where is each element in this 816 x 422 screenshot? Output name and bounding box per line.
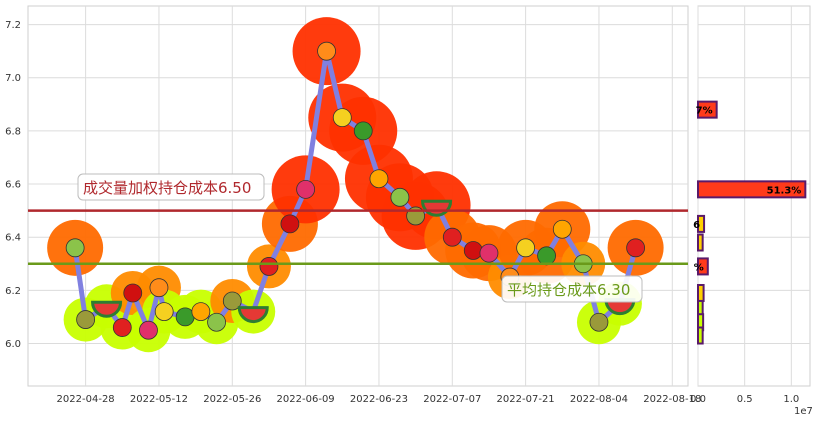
x-tick-label: 2022-06-23	[350, 394, 408, 405]
histogram-tick-label: 0.0	[690, 394, 706, 405]
y-tick-label: 7.2	[5, 20, 21, 31]
banana-icon	[516, 238, 536, 258]
volume-bar	[697, 326, 704, 345]
x-tick-label: 2022-06-09	[277, 394, 335, 405]
volume-bar	[697, 214, 706, 233]
x-tick-label: 2022-08-18	[643, 394, 701, 405]
y-tick-label: 7.0	[5, 73, 21, 84]
volume-bar	[697, 233, 704, 252]
kiwi-icon	[207, 312, 226, 332]
volume-bar	[697, 283, 705, 302]
weighted-cost-annotation: 成交量加权持仓成本6.50	[77, 173, 265, 201]
volume-bar-label: 6	[693, 220, 700, 231]
volume-bars: 7% 51.3% 6%	[693, 100, 807, 345]
carrot-icon	[317, 41, 336, 61]
average-cost-label: 平均持仓成本6.30	[507, 281, 630, 299]
y-tick-label: 6.4	[5, 233, 21, 244]
watermelon-icon	[421, 199, 453, 217]
volume-bar-label: 7%	[696, 106, 713, 117]
histogram-x-ticks: 0.0 0.5 1.0	[690, 394, 799, 405]
strawberry-icon	[442, 227, 462, 247]
weighted-cost-label: 成交量加权持仓成本6.50	[83, 179, 251, 197]
watermelon-icon	[237, 306, 269, 324]
carrot-icon	[149, 278, 169, 298]
orange-icon	[552, 219, 572, 239]
y-tick-label: 6.8	[5, 126, 21, 137]
x-tick-label: 2022-04-28	[57, 394, 115, 405]
y-axis-ticks: 6.0 6.2 6.4 6.6 6.8 7.0 7.2	[5, 20, 21, 350]
radish-icon	[139, 320, 158, 340]
pear-icon	[76, 310, 96, 329]
y-tick-label: 6.0	[5, 339, 21, 350]
radish-icon	[296, 179, 316, 199]
y-tick-label: 6.6	[5, 180, 21, 191]
strawberry-icon	[112, 318, 132, 337]
x-tick-label: 2022-08-04	[570, 394, 628, 405]
y-tick-label: 6.2	[5, 286, 21, 297]
orange-icon	[191, 302, 211, 321]
x-tick-label: 2022-05-26	[203, 394, 261, 405]
pear-icon	[589, 312, 609, 332]
radish-icon	[479, 243, 499, 263]
reference-lines	[28, 209, 688, 266]
apple-icon	[280, 214, 300, 234]
strawberry-icon	[626, 238, 646, 258]
x-axis-ticks: 2022-04-28 2022-05-12 2022-05-26 2022-06-09…	[57, 394, 702, 405]
peas-icon	[175, 307, 195, 327]
histogram-multiplier: 1e7	[794, 406, 813, 417]
banana-icon	[154, 302, 174, 321]
apple-icon	[463, 241, 483, 260]
watermelon-icon	[91, 300, 123, 318]
apple-icon	[123, 283, 143, 303]
watermelon-icon	[604, 298, 636, 316]
volume-bar-label: 51.3%	[767, 185, 802, 196]
pear-icon	[222, 291, 242, 311]
volume-bar	[697, 100, 718, 119]
volume-bar	[697, 257, 709, 276]
price-line	[72, 48, 639, 333]
orange-icon	[369, 169, 389, 189]
average-cost-annotation: 平均持仓成本6.30	[501, 275, 643, 303]
strawberry-icon	[259, 257, 279, 276]
banana-icon	[332, 108, 352, 128]
peas-icon	[353, 121, 373, 141]
kiwi-icon	[390, 187, 410, 207]
x-tick-label: 2022-07-07	[423, 394, 481, 405]
peas-icon	[537, 246, 556, 266]
kiwi-icon	[65, 238, 85, 258]
volume-bar	[697, 180, 807, 199]
x-tick-label: 2022-05-12	[130, 394, 188, 405]
histogram-tick-label: 1.0	[783, 394, 799, 405]
x-tick-label: 2022-07-21	[497, 394, 555, 405]
histogram-tick-label: 0.5	[737, 394, 753, 405]
price-line-group	[72, 48, 639, 333]
volume-bar-label: %	[694, 262, 704, 273]
